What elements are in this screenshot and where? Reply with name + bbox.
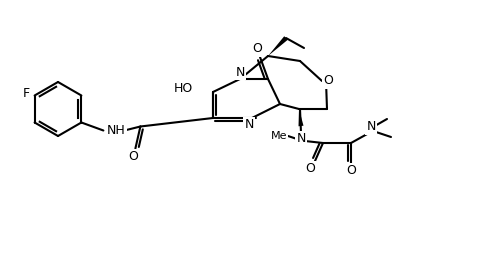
Text: O: O	[252, 43, 262, 56]
Text: O: O	[129, 150, 138, 163]
Text: N: N	[244, 118, 254, 131]
Text: HO: HO	[174, 82, 193, 95]
Text: N: N	[235, 65, 245, 78]
Text: O: O	[305, 163, 315, 176]
Text: O: O	[346, 164, 356, 177]
Polygon shape	[268, 36, 288, 56]
Text: N: N	[366, 120, 376, 134]
Text: F: F	[23, 87, 30, 100]
Text: O: O	[323, 74, 333, 88]
Text: Me: Me	[271, 131, 287, 141]
Text: N: N	[296, 132, 306, 146]
Polygon shape	[299, 109, 303, 126]
Text: NH: NH	[107, 124, 126, 137]
